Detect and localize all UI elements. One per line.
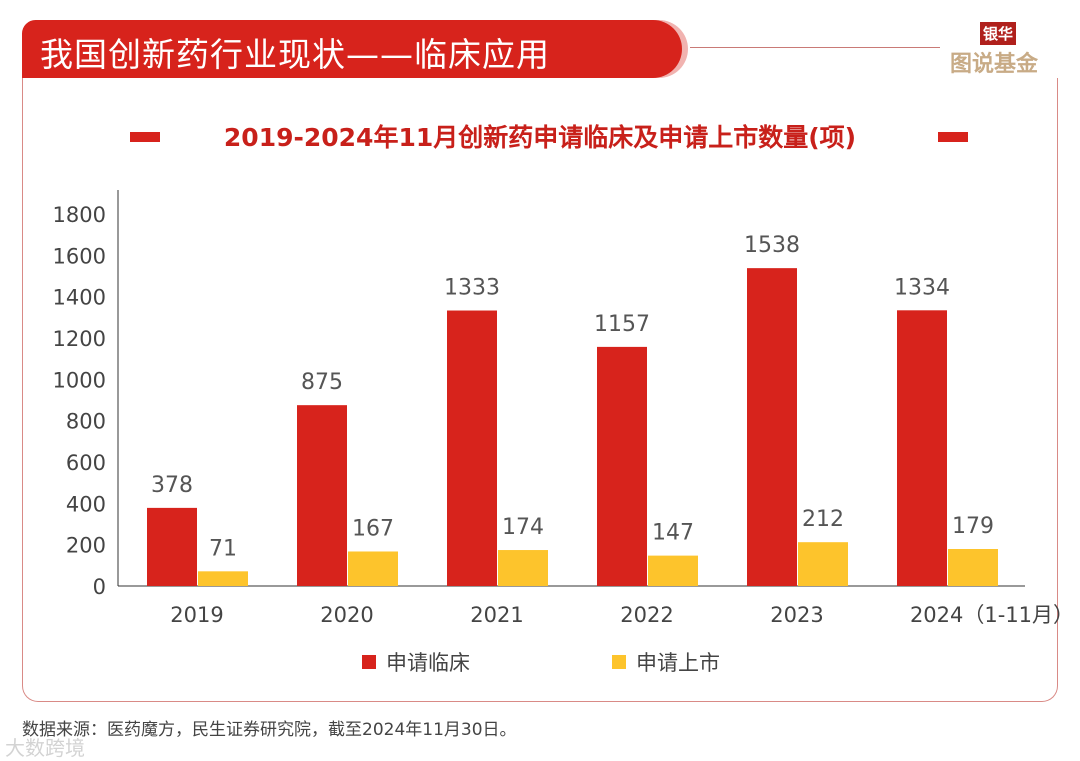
data-label: 1333 (444, 276, 500, 301)
y-tick-label: 400 (66, 492, 106, 516)
bar-clinical (897, 310, 947, 586)
title-decoration-right (938, 132, 968, 142)
bar-market (198, 571, 248, 586)
y-tick-label: 1200 (53, 327, 106, 351)
logo-bottom: 图说基金 (950, 52, 1039, 77)
data-label: 1334 (894, 275, 950, 300)
page-title: 我国创新药行业现状——临床应用 (40, 35, 550, 74)
bar-market (648, 555, 698, 586)
header-banner: 我国创新药行业现状——临床应用 (22, 20, 682, 78)
data-label: 378 (151, 473, 193, 498)
x-tick-label: 2022 (620, 603, 673, 627)
chart-title: 2019-2024年11月创新药申请临床及申请上市数量(项) (223, 123, 857, 152)
data-label: 179 (952, 514, 994, 539)
x-tick-label: 2019 (170, 603, 223, 627)
title-decoration-left (130, 132, 160, 142)
legend-swatch (612, 655, 626, 669)
y-tick-label: 600 (66, 451, 106, 475)
bar-clinical (147, 507, 197, 586)
data-label: 1538 (744, 233, 800, 258)
data-source: 数据来源：医药魔方，民生证券研究院，截至2024年11月30日。 (22, 720, 517, 740)
data-label: 71 (209, 536, 237, 561)
bar-market (348, 551, 398, 586)
data-label: 174 (502, 515, 544, 540)
legend-label: 申请上市 (636, 651, 720, 675)
bar-clinical (447, 310, 497, 586)
content-frame (22, 78, 1058, 702)
bar-market (948, 549, 998, 586)
bar-market (798, 542, 848, 586)
data-label: 147 (652, 521, 694, 546)
y-tick-label: 200 (66, 534, 106, 558)
header-divider (690, 47, 940, 48)
data-label: 875 (301, 370, 343, 395)
bar-clinical (597, 346, 647, 586)
legend-swatch (362, 655, 376, 669)
y-tick-label: 800 (66, 410, 106, 434)
logo: 银华 图说基金 (948, 22, 1058, 78)
data-label: 212 (802, 507, 844, 532)
x-tick-label: 2020 (320, 603, 373, 627)
x-tick-label: 2023 (770, 603, 823, 627)
y-tick-label: 1400 (53, 286, 106, 310)
y-tick-label: 1600 (53, 244, 106, 268)
logo-top: 银华 (980, 22, 1017, 45)
y-tick-label: 1800 (53, 203, 106, 227)
data-label: 1157 (594, 312, 650, 337)
bar-clinical (747, 268, 797, 586)
bar-market (498, 550, 548, 586)
y-tick-label: 0 (93, 575, 106, 599)
legend-label: 申请临床 (386, 651, 470, 675)
bar-clinical (297, 405, 347, 586)
y-tick-label: 1000 (53, 368, 106, 392)
x-tick-label: 2024（1-11月） (910, 603, 1074, 627)
x-tick-label: 2021 (470, 603, 523, 627)
watermark: 大数跨境 (5, 736, 85, 760)
data-label: 167 (352, 516, 394, 541)
